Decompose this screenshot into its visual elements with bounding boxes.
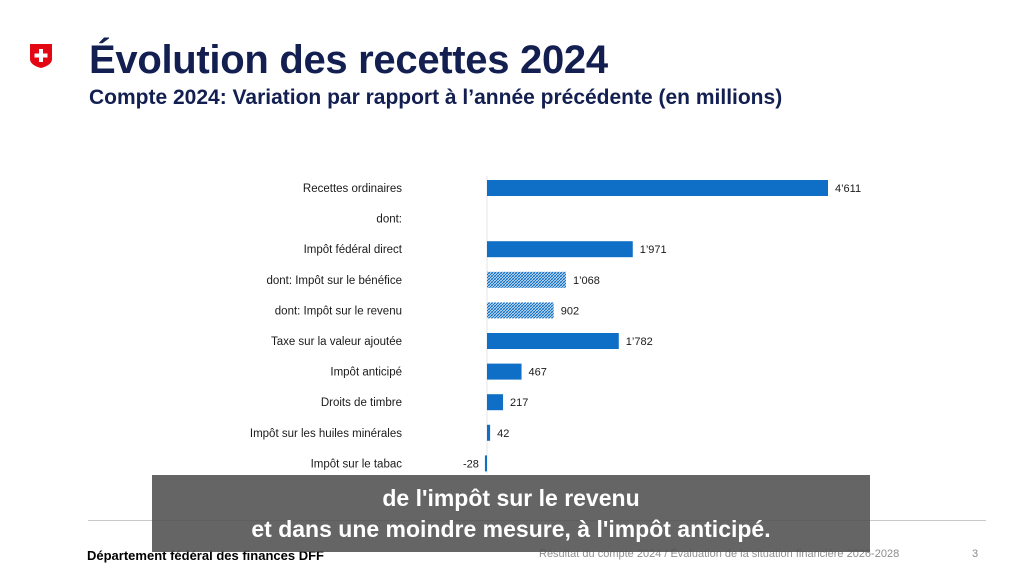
bar	[484, 455, 487, 472]
page-title: Évolution des recettes 2024	[89, 38, 608, 82]
footer-page-number: 3	[972, 548, 979, 560]
bar-value-label: 1’971	[640, 244, 667, 256]
bar-value-label: 4’611	[835, 183, 861, 195]
category-label: Recettes ordinaires	[303, 183, 402, 195]
video-caption-line-2: et dans une moindre mesure, à l'impôt an…	[251, 515, 771, 542]
bar	[487, 180, 828, 196]
category-label: Impôt fédéral direct	[304, 244, 403, 256]
bar-value-label: 902	[561, 305, 579, 317]
bar-value-label: 1’782	[626, 336, 653, 348]
category-label: Droits de timbre	[321, 397, 402, 409]
bar-value-label: -28	[463, 458, 479, 470]
swiss-flag-icon	[30, 44, 52, 68]
bar	[487, 302, 554, 319]
page-subtitle: Compte 2024: Variation par rapport à l’a…	[89, 86, 783, 109]
bar	[487, 241, 633, 258]
video-caption-line-1: de l'impôt sur le revenu	[382, 484, 640, 511]
bar-value-label: 467	[529, 367, 547, 379]
category-label: dont:	[376, 214, 402, 226]
category-label: dont: Impôt sur le revenu	[275, 305, 402, 317]
bar	[487, 271, 566, 288]
bar-value-label: 42	[497, 428, 509, 440]
bar	[487, 394, 504, 411]
category-label: dont: Impôt sur le bénéfice	[266, 275, 402, 287]
category-label: Impôt sur le tabac	[311, 458, 403, 470]
category-label: Impôt anticipé	[330, 367, 402, 379]
bar	[487, 333, 619, 349]
category-label: Impôt sur les huiles minérales	[250, 428, 402, 440]
bar	[487, 424, 491, 441]
bar	[487, 363, 522, 380]
bar-value-label: 1’068	[573, 275, 600, 287]
bar-value-label: 217	[510, 397, 528, 409]
video-caption: de l'impôt sur le revenu et dans une moi…	[152, 475, 870, 552]
category-label: Taxe sur la valeur ajoutée	[271, 336, 402, 348]
